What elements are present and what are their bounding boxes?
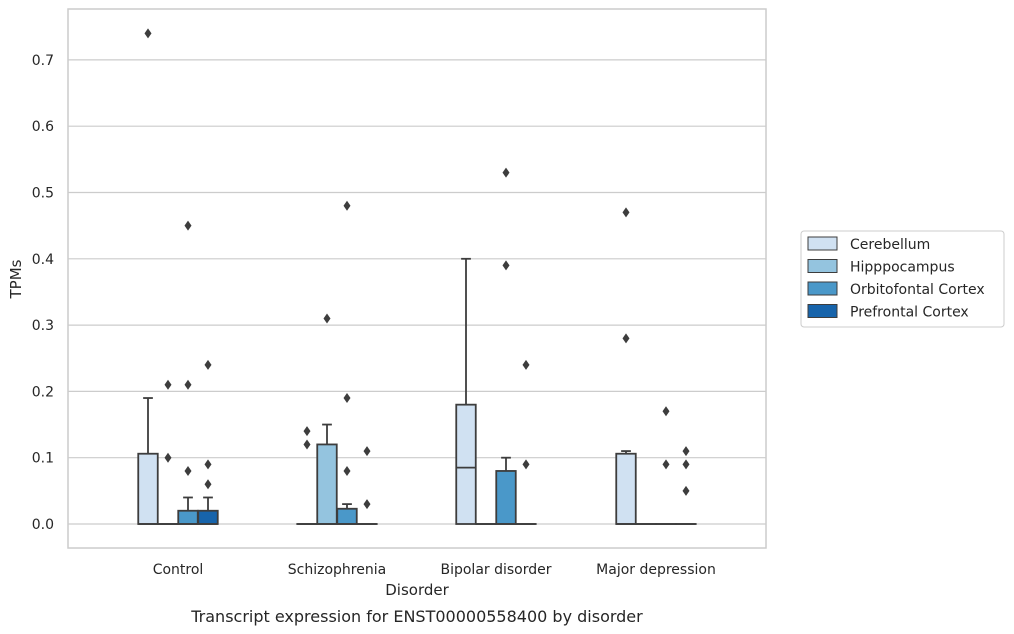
box-3-1 <box>356 446 378 525</box>
legend-label: Cerebellum <box>850 237 930 253</box>
box-0-3 <box>615 207 637 525</box>
box <box>316 443 338 525</box>
box <box>137 452 159 525</box>
box-0-0 <box>137 28 159 525</box>
y-tick-label: 0.0 <box>32 517 54 533</box>
legend-label: Hipppocampus <box>850 260 955 276</box>
legend: Cerebellum Hipppocampus Orbitofontal Corte… <box>800 230 1005 328</box>
y-tick-label: 0.6 <box>32 119 54 135</box>
box <box>177 509 199 525</box>
plot-background <box>68 9 766 548</box>
y-tick-label: 0.2 <box>32 384 54 400</box>
legend-swatch <box>807 236 838 251</box>
x-tick-label: Control <box>153 562 204 578</box>
outlier-point <box>303 426 311 437</box>
outlier-point <box>204 479 212 490</box>
box <box>455 403 477 525</box>
outlier-point <box>204 359 212 370</box>
outlier-point <box>522 359 530 370</box>
x-tick-label: Bipolar disorder <box>440 562 551 578</box>
box-0-2 <box>455 257 477 525</box>
x-tick-label: Major depression <box>596 562 716 578</box>
legend-label: Prefrontal Cortex <box>850 305 969 321</box>
outlier-point <box>662 406 670 417</box>
x-tick-label: Schizophrenia <box>288 562 386 578</box>
outlier-point <box>662 459 670 470</box>
box-2-2 <box>495 167 517 525</box>
legend-label: Orbitofontal Cortex <box>850 282 985 298</box>
outlier-point <box>323 313 331 324</box>
outlier-point <box>522 459 530 470</box>
outlier-point <box>363 446 371 457</box>
outlier-point <box>682 446 690 457</box>
x-tick-labels: Control Schizophrenia Bipolar disorder Majo… <box>153 562 716 578</box>
outlier-point <box>622 207 630 218</box>
outlier-point <box>184 220 192 231</box>
outlier-point <box>164 379 172 390</box>
outlier-point <box>204 459 212 470</box>
plot-frame <box>67 8 767 549</box>
box <box>197 509 219 525</box>
outlier-point <box>343 465 351 476</box>
y-tick-label: 0.5 <box>32 186 54 202</box>
legend-swatch <box>807 259 838 273</box>
outlier-point <box>682 459 690 470</box>
outlier-point <box>682 485 690 496</box>
y-axis-title: TPMs <box>7 259 25 299</box>
legend-swatch <box>807 281 838 296</box>
outlier-point <box>343 200 351 211</box>
y-tick-label: 0.4 <box>32 252 54 268</box>
outlier-point <box>184 465 192 476</box>
box <box>615 452 637 525</box>
legend-swatch <box>807 304 838 318</box>
box-groups <box>137 28 697 525</box>
figure-caption: Transcript expression for ENST0000055840… <box>190 607 643 626</box>
legend-frame <box>800 230 1005 328</box>
outlier-point <box>144 28 152 39</box>
box <box>336 507 358 525</box>
grid-lines <box>68 59 766 525</box>
outlier-point <box>184 379 192 390</box>
outlier-point <box>343 393 351 404</box>
box-3-0 <box>197 359 219 525</box>
box-3-3 <box>675 446 697 525</box>
y-tick-labels: 0.0 0.1 0.2 0.3 0.4 0.5 0.6 0.7 <box>32 53 54 533</box>
box <box>495 470 517 525</box>
outlier-point <box>502 260 510 271</box>
y-tick-label: 0.1 <box>32 451 54 467</box>
outlier-point <box>363 499 371 510</box>
outlier-point <box>502 167 510 178</box>
outlier-point <box>303 439 311 450</box>
outlier-point <box>164 452 172 463</box>
box-1-1 <box>316 313 338 525</box>
outlier-point <box>622 333 630 344</box>
box-3-2 <box>515 359 537 525</box>
y-tick-label: 0.3 <box>32 318 54 334</box>
box-0-1 <box>296 426 318 525</box>
x-axis-title: Disorder <box>385 581 449 599</box>
y-tick-label: 0.7 <box>32 53 54 69</box>
box-2-1 <box>336 200 358 525</box>
